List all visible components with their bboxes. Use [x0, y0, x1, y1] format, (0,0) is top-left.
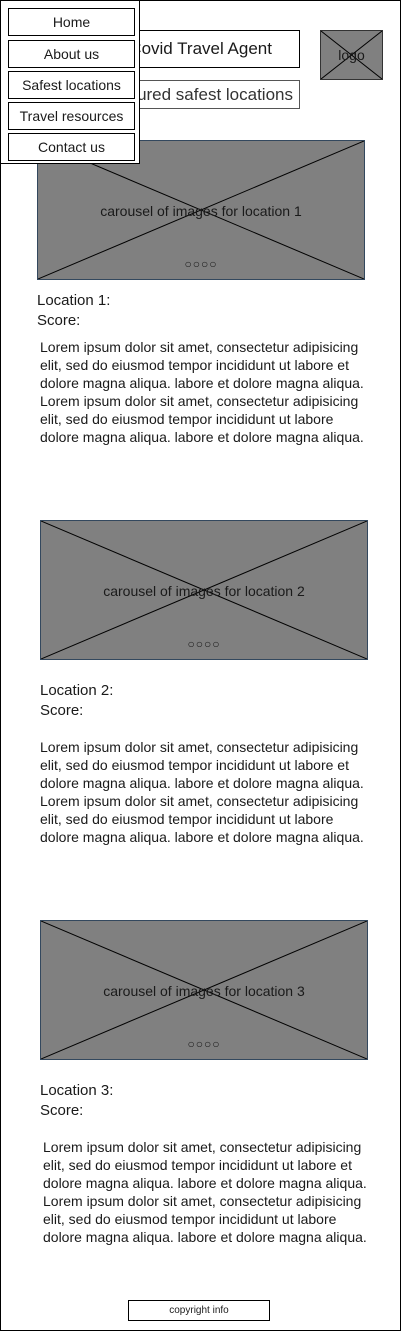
location-name: Location 1: — [37, 292, 111, 309]
nav-menu: Home About us Safest locations Travel re… — [0, 0, 140, 164]
location-description: Lorem ipsum dolor sit amet, consectetur … — [40, 738, 372, 846]
carousel-dots[interactable]: ○○○○ — [184, 257, 218, 271]
logo[interactable]: logo — [320, 30, 383, 80]
description-paragraph: Lorem ipsum dolor sit amet, consectetur … — [40, 793, 364, 845]
carousel-label: carousel of images for location 2 — [103, 583, 305, 599]
carousel-dots[interactable]: ○○○○ — [187, 1037, 221, 1051]
location-description: Lorem ipsum dolor sit amet, consectetur … — [40, 338, 372, 446]
carousel-label: carousel of images for location 3 — [103, 983, 305, 999]
image-placeholder-icon — [38, 141, 364, 279]
image-placeholder-icon — [41, 921, 367, 1059]
image-placeholder-icon — [321, 31, 382, 79]
location-score: Score: — [37, 312, 81, 329]
location-description: Lorem ipsum dolor sit amet, consectetur … — [43, 1138, 375, 1246]
location-name: Location 3: — [40, 1082, 114, 1099]
image-placeholder-icon — [41, 521, 367, 659]
description-paragraph: Lorem ipsum dolor sit amet, consectetur … — [40, 339, 364, 391]
carousel-label: carousel of images for location 1 — [100, 203, 302, 219]
nav-item-safest-locations[interactable]: Safest locations — [8, 71, 135, 99]
copyright-footer: copyright info — [128, 1300, 270, 1321]
description-paragraph: Lorem ipsum dolor sit amet, consectetur … — [43, 1139, 367, 1191]
nav-item-home[interactable]: Home — [8, 8, 135, 36]
nav-item-about-us[interactable]: About us — [8, 40, 135, 68]
featured-heading: Featured safest locations — [120, 80, 300, 109]
nav-item-contact-us[interactable]: Contact us — [8, 133, 135, 161]
location-name: Location 2: — [40, 682, 114, 699]
nav-item-travel-resources[interactable]: Travel resources — [8, 102, 135, 130]
location-score: Score: — [40, 1102, 84, 1119]
description-paragraph: Lorem ipsum dolor sit amet, consectetur … — [40, 739, 364, 791]
carousel-location-3[interactable]: carousel of images for location 3 ○○○○ — [40, 920, 368, 1060]
location-score: Score: — [40, 702, 84, 719]
carousel-location-2[interactable]: carousel of images for location 2 ○○○○ — [40, 520, 368, 660]
logo-label: logo — [338, 47, 365, 63]
description-paragraph: Lorem ipsum dolor sit amet, consectetur … — [43, 1193, 367, 1245]
carousel-dots[interactable]: ○○○○ — [187, 637, 221, 651]
description-paragraph: Lorem ipsum dolor sit amet, consectetur … — [40, 393, 364, 445]
